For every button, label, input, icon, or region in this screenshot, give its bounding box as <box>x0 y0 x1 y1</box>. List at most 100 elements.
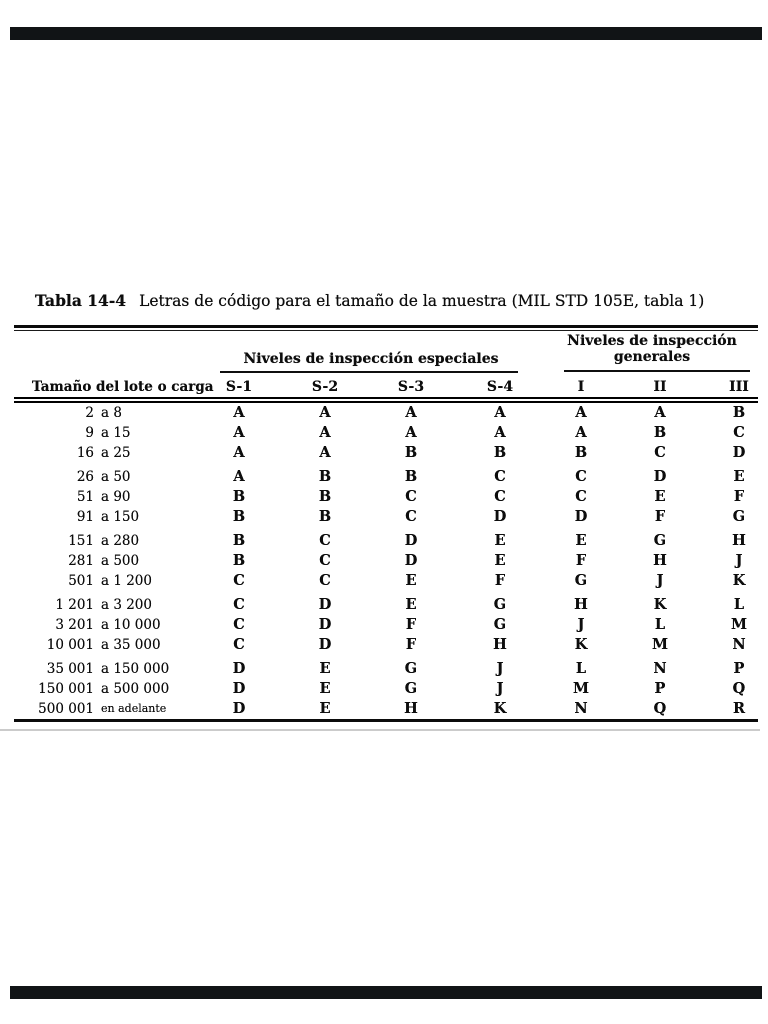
code-letter: M <box>572 680 590 697</box>
lot-size-range: 10 001 a 35 000 <box>46 637 161 653</box>
code-letter: A <box>233 468 245 485</box>
code-letter: J <box>496 680 504 697</box>
column-header-row: Tamaño del lote o carga S-1 S-2 S-3 S-4 … <box>14 379 758 395</box>
code-letter: K <box>574 636 588 653</box>
code-letter: E <box>494 552 506 569</box>
code-letter: D <box>318 616 332 633</box>
table-row: 500 001 en adelante D E H K N Q R <box>14 699 758 719</box>
code-letter-table: Niveles de inspección generales Niveles … <box>14 325 758 722</box>
code-letter: P <box>654 680 666 697</box>
code-letter: H <box>404 700 418 717</box>
especiales-underline <box>220 371 518 373</box>
code-letter: E <box>319 660 331 677</box>
table-row: 16 a 25 A A B B B C D <box>14 443 758 463</box>
code-letter: E <box>575 532 587 549</box>
lot-size-range: 16 a 25 <box>76 445 131 461</box>
code-letter: E <box>733 468 745 485</box>
code-letter: K <box>653 596 667 613</box>
code-letter: C <box>233 596 245 613</box>
code-letter: E <box>494 532 506 549</box>
code-letter: D <box>318 596 332 613</box>
code-letter: L <box>733 596 745 613</box>
table-row: 501 a 1 200 C C E F G J K <box>14 571 758 591</box>
code-letter: G <box>493 616 507 633</box>
code-letter: A <box>319 424 331 441</box>
code-letter: B <box>232 488 246 505</box>
table-row: 10 001 a 35 000 C D F H K M N <box>14 635 758 655</box>
table-row: 91 a 150 B B C D D F G <box>14 507 758 527</box>
code-letter: J <box>577 616 585 633</box>
table-row: 281 a 500 B C D E F H J <box>14 551 758 571</box>
code-letter: D <box>318 636 332 653</box>
table-row: 3 201 a 10 000 C D F G J L M <box>14 615 758 635</box>
code-letter: M <box>651 636 669 653</box>
lot-size-range: 500 001 en adelante <box>38 701 167 717</box>
code-letter: C <box>405 488 417 505</box>
page-gap-bar-bottom <box>10 986 762 999</box>
lot-size-range: 151 a 280 <box>68 533 140 549</box>
code-letter: B <box>404 468 418 485</box>
lot-size-range: 150 001 a 500 000 <box>38 681 170 697</box>
lot-size-range: 26 a 50 <box>76 469 131 485</box>
code-letter: C <box>319 572 331 589</box>
code-letter: H <box>653 552 667 569</box>
code-letter: A <box>319 404 331 421</box>
scan-artifact-line <box>0 729 760 731</box>
code-letter: G <box>732 508 746 525</box>
code-letter: C <box>494 468 506 485</box>
table-header: Niveles de inspección generales Niveles … <box>14 331 758 397</box>
group-header-generales-line2: generales <box>613 349 691 365</box>
code-letter: L <box>575 660 587 677</box>
code-letter: C <box>319 532 331 549</box>
table-bottom-rule <box>14 719 758 722</box>
code-letter: A <box>575 404 587 421</box>
table-row: 151 a 280 B C D E E G H <box>14 531 758 551</box>
code-letter: A <box>654 404 666 421</box>
code-letter: C <box>405 508 417 525</box>
code-letter: L <box>654 616 666 633</box>
code-letter: D <box>493 508 507 525</box>
code-letter: H <box>574 596 588 613</box>
page-gap-bar-top <box>10 27 762 40</box>
header-separator-rule <box>14 397 758 403</box>
code-letter: D <box>574 508 588 525</box>
code-letter: F <box>733 488 745 505</box>
group-header-generales-line1: Niveles de inspección <box>567 333 737 349</box>
code-letter: B <box>493 444 507 461</box>
code-letter: B <box>318 508 332 525</box>
table-row: 51 a 90 B B C C C E F <box>14 487 758 507</box>
lot-size-range: 501 a 1 200 <box>68 573 152 589</box>
code-letter: E <box>405 596 417 613</box>
code-letter: J <box>735 552 743 569</box>
code-letter: B <box>653 424 667 441</box>
code-letter: A <box>494 424 506 441</box>
code-letter: B <box>318 468 332 485</box>
code-letter: G <box>574 572 588 589</box>
code-letter: B <box>232 508 246 525</box>
table-title-text: Letras de código para el tamaño de la mu… <box>139 292 705 310</box>
code-letter: R <box>732 700 746 717</box>
code-letter: J <box>496 660 504 677</box>
generales-underline <box>564 370 750 372</box>
table-row: 26 a 50 A B B C C D E <box>14 467 758 487</box>
code-letter: E <box>654 488 666 505</box>
code-letter: B <box>732 404 746 421</box>
table-title-number: Tabla 14-4 <box>35 291 127 310</box>
code-letter: K <box>732 572 746 589</box>
table-title: Tabla 14-4 Letras de código para el tamañ… <box>35 291 755 310</box>
group-header-especiales: Niveles de inspección especiales <box>243 351 499 367</box>
code-letter: N <box>574 700 588 717</box>
code-letter: D <box>404 552 418 569</box>
code-letter: C <box>319 552 331 569</box>
code-letter: N <box>732 636 746 653</box>
code-letter: C <box>233 572 245 589</box>
code-letter: A <box>405 404 417 421</box>
code-letter: N <box>653 660 667 677</box>
column-header-s1: S-1 <box>225 379 253 395</box>
code-letter: D <box>404 532 418 549</box>
table-row: 35 001 a 150 000 D E G J L N P <box>14 659 758 679</box>
